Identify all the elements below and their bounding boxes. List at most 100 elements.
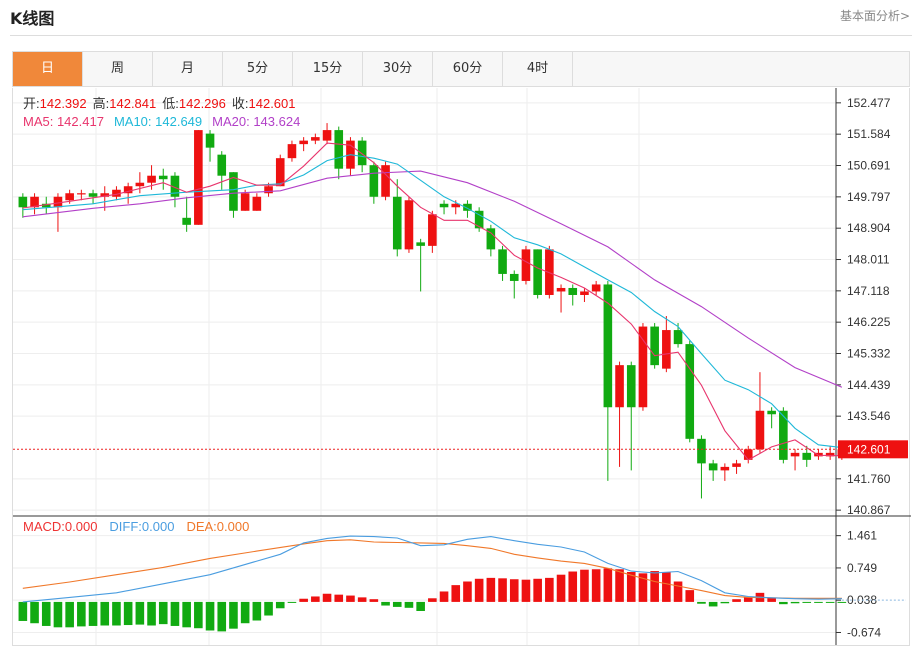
macd-bar — [357, 597, 367, 602]
macd-bar — [790, 601, 800, 604]
macd-bar — [275, 601, 285, 609]
macd-bar — [474, 578, 484, 602]
price-tick-label: 148.011 — [847, 253, 890, 267]
candle-body — [311, 137, 320, 141]
candle-body — [194, 130, 203, 225]
candle-body — [533, 249, 542, 295]
candle-body — [392, 196, 402, 250]
macd-bar — [252, 601, 262, 621]
tab-0[interactable]: 日 — [13, 52, 83, 86]
price-tick-label: 143.546 — [847, 409, 891, 423]
macd-bar — [369, 599, 379, 602]
tab-4[interactable]: 15分 — [293, 52, 363, 86]
macd-bar — [428, 598, 437, 602]
macd-bar — [205, 601, 215, 631]
macd-bar — [18, 601, 28, 621]
candle-body — [88, 193, 98, 197]
tab-5[interactable]: 30分 — [363, 52, 433, 86]
macd-bar — [170, 601, 180, 626]
macd-bar — [814, 601, 823, 603]
price-tick-label: 147.118 — [847, 284, 890, 298]
candle-body — [451, 203, 461, 208]
macd-bar — [346, 595, 355, 602]
macd-bar — [591, 569, 601, 602]
candle-body — [697, 438, 706, 464]
macd-tick-label: 0.749 — [847, 561, 877, 575]
diff-line — [22, 535, 842, 603]
tab-1[interactable]: 周 — [83, 52, 153, 86]
macd-bar — [264, 601, 273, 616]
price-tick-label: 151.584 — [847, 127, 891, 141]
tab-6[interactable]: 60分 — [433, 52, 503, 86]
macd-bar — [568, 571, 578, 602]
macd-bar — [837, 601, 847, 603]
macd-bar — [322, 593, 332, 602]
price-tick-label: 146.225 — [847, 315, 891, 329]
high-label: 高: — [93, 96, 110, 111]
candle-body — [369, 165, 379, 197]
macd-bar — [30, 601, 39, 624]
macd-bar — [743, 597, 753, 602]
ma5-label: MA5: — [23, 114, 53, 129]
close-value: 142.601 — [249, 96, 296, 111]
candle-body — [498, 249, 507, 274]
candle-body — [708, 463, 718, 471]
low-label: 低: — [162, 96, 179, 111]
candle-body — [240, 193, 250, 211]
macd-bar — [392, 601, 402, 607]
candle-body — [615, 365, 624, 408]
open-label: 开: — [23, 96, 40, 111]
candle-body — [123, 186, 133, 194]
macd-bar — [182, 601, 191, 628]
macd-tick-label: 1.461 — [847, 529, 877, 543]
macd-bar — [556, 574, 566, 602]
macd-bar — [334, 594, 344, 602]
candle-body — [556, 287, 566, 292]
info-row: MA5: 142.417 MA10: 142.649 MA20: 143.624 — [23, 114, 300, 129]
last-price-label: 142.601 — [847, 442, 891, 456]
macd-bar — [439, 591, 449, 602]
tab-7[interactable]: 4时 — [503, 52, 573, 86]
price-tick-label: 152.477 — [847, 96, 891, 110]
macd-bar — [521, 579, 531, 602]
candle-body — [158, 175, 168, 180]
candle-body — [205, 133, 215, 148]
candle-body — [790, 452, 800, 457]
candle-body — [264, 186, 273, 194]
macd-bar — [498, 578, 507, 602]
macd-value: MACD:0.000 — [23, 519, 97, 534]
ma5-line — [22, 142, 842, 461]
candle-body — [814, 452, 823, 457]
high-value: 142.841 — [109, 96, 156, 111]
macd-bar — [311, 596, 320, 602]
tab-2[interactable]: 月 — [153, 52, 223, 86]
candle-body — [779, 410, 788, 460]
macd-bar — [451, 585, 461, 602]
candle-body — [135, 182, 145, 187]
page-title: K线图 — [10, 9, 55, 28]
candle-body — [112, 189, 121, 197]
candle-body — [53, 196, 63, 208]
tab-3[interactable]: 5分 — [223, 52, 293, 86]
macd-bar — [720, 601, 730, 604]
candle-body — [182, 217, 191, 225]
dea-value: DEA:0.000 — [186, 519, 249, 534]
candle-body — [463, 203, 472, 211]
candle-body — [77, 193, 86, 195]
macd-bar — [673, 581, 683, 602]
candle-body — [626, 365, 636, 408]
candle-body — [416, 242, 425, 246]
open-value: 142.392 — [40, 96, 87, 111]
candle-body — [743, 449, 753, 460]
ma10-line — [22, 154, 842, 449]
candle-body — [732, 463, 741, 467]
candle-body — [428, 214, 437, 246]
candle-body — [381, 165, 390, 197]
candle-body — [580, 291, 589, 295]
macd-bar — [147, 601, 156, 626]
candle-body — [486, 228, 496, 250]
candle-body — [673, 330, 683, 345]
fundamental-analysis-link[interactable]: 基本面分析> — [839, 9, 910, 23]
macd-info-row: MACD:0.000 DIFF:0.000 DEA:0.000 — [23, 519, 249, 534]
macd-bar — [416, 601, 425, 611]
